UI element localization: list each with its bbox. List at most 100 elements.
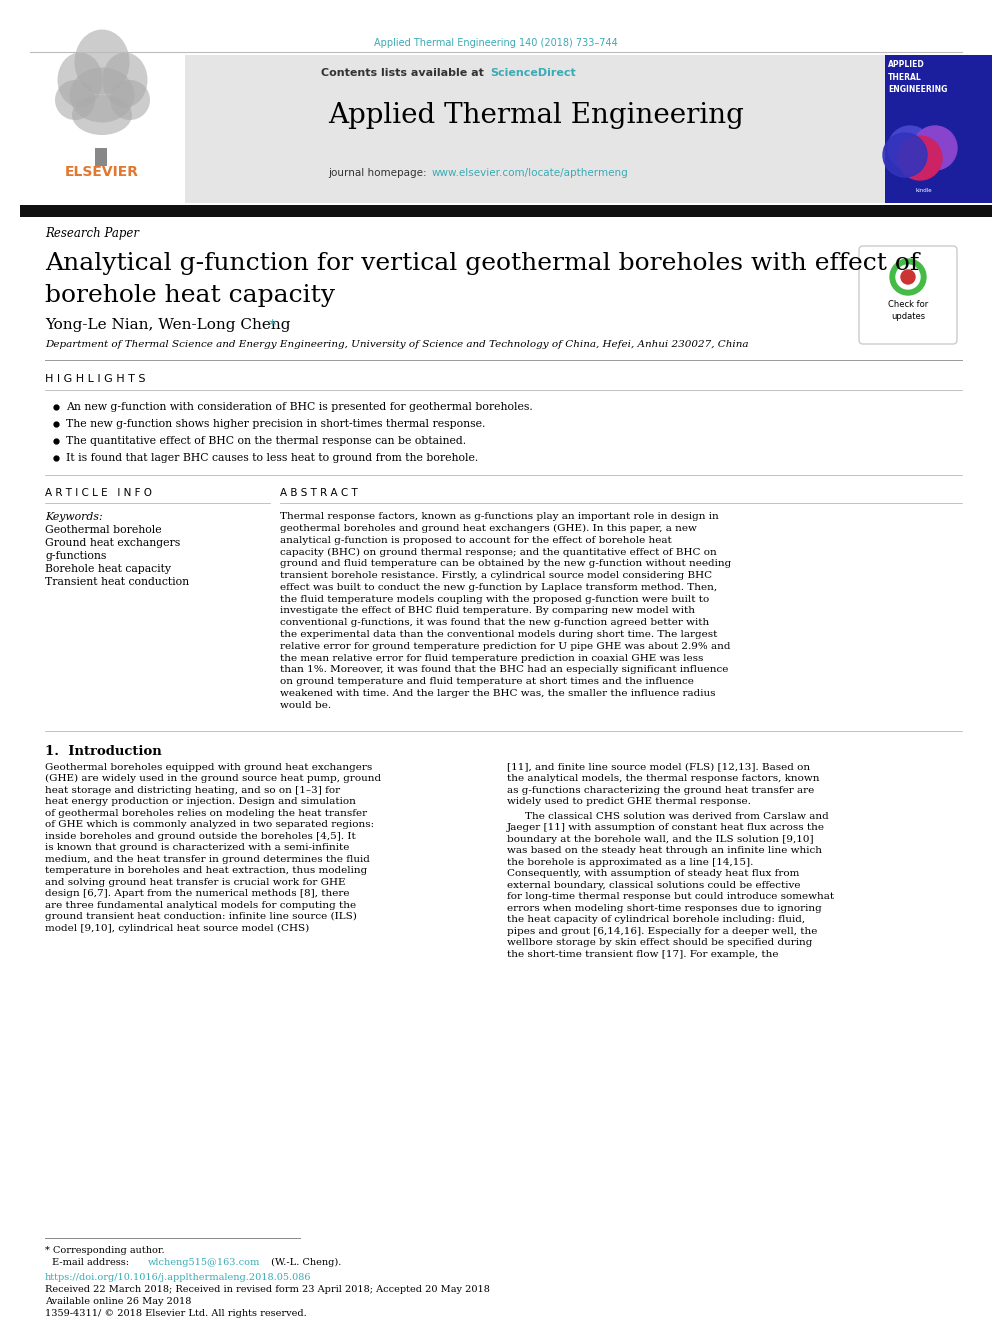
Text: the analytical models, the thermal response factors, known: the analytical models, the thermal respo…	[507, 774, 819, 783]
Circle shape	[901, 270, 915, 284]
Text: Available online 26 May 2018: Available online 26 May 2018	[45, 1297, 191, 1306]
Text: Consequently, with assumption of steady heat flux from: Consequently, with assumption of steady …	[507, 869, 800, 878]
Text: wellbore storage by skin effect should be specified during: wellbore storage by skin effect should b…	[507, 938, 812, 947]
Circle shape	[913, 126, 957, 169]
Text: Ground heat exchangers: Ground heat exchangers	[45, 538, 181, 548]
Text: ScienceDirect: ScienceDirect	[490, 67, 575, 78]
Ellipse shape	[55, 79, 95, 120]
Text: investigate the effect of BHC fluid temperature. By comparing new model with: investigate the effect of BHC fluid temp…	[280, 606, 695, 615]
Bar	[885, 56, 992, 202]
Text: pipes and grout [6,14,16]. Especially for a deeper well, the: pipes and grout [6,14,16]. Especially fo…	[507, 926, 817, 935]
Text: www.elsevier.com/locate/apthermeng: www.elsevier.com/locate/apthermeng	[432, 168, 629, 179]
Text: borehole heat capacity: borehole heat capacity	[45, 284, 335, 307]
Text: Applied Thermal Engineering: Applied Thermal Engineering	[328, 102, 744, 130]
Text: g-functions: g-functions	[45, 550, 106, 561]
Text: widely used to predict GHE thermal response.: widely used to predict GHE thermal respo…	[507, 796, 751, 806]
Text: It is found that lager BHC causes to less heat to ground from the borehole.: It is found that lager BHC causes to les…	[66, 452, 478, 463]
Text: relative error for ground temperature prediction for U pipe GHE was about 2.9% a: relative error for ground temperature pr…	[280, 642, 730, 651]
Text: ground and fluid temperature can be obtained by the new g-function without needi: ground and fluid temperature can be obta…	[280, 560, 731, 568]
Ellipse shape	[72, 95, 132, 135]
FancyBboxPatch shape	[859, 246, 957, 344]
Text: [11], and finite line source model (FLS) [12,13]. Based on: [11], and finite line source model (FLS)…	[507, 762, 810, 771]
Text: E-mail address:: E-mail address:	[52, 1258, 132, 1267]
Text: (W.-L. Cheng).: (W.-L. Cheng).	[268, 1258, 341, 1267]
Text: for long-time thermal response but could introduce somewhat: for long-time thermal response but could…	[507, 892, 834, 901]
Text: weakened with time. And the larger the BHC was, the smaller the influence radius: weakened with time. And the larger the B…	[280, 689, 715, 699]
Text: ground transient heat conduction: infinite line source (ILS): ground transient heat conduction: infini…	[45, 912, 357, 921]
Text: of GHE which is commonly analyzed in two separated regions:: of GHE which is commonly analyzed in two…	[45, 820, 374, 830]
Bar	[885, 56, 992, 202]
Text: journal homepage:: journal homepage:	[328, 168, 430, 179]
Text: is known that ground is characterized with a semi-infinite: is known that ground is characterized wi…	[45, 843, 349, 852]
Text: the mean relative error for fluid temperature prediction in coaxial GHE was less: the mean relative error for fluid temper…	[280, 654, 703, 663]
Ellipse shape	[69, 67, 135, 123]
Text: (GHE) are widely used in the ground source heat pump, ground: (GHE) are widely used in the ground sour…	[45, 774, 381, 783]
Bar	[185, 56, 885, 202]
Text: of geothermal boreholes relies on modeling the heat transfer: of geothermal boreholes relies on modeli…	[45, 808, 367, 818]
Circle shape	[888, 126, 932, 169]
Text: the experimental data than the conventional models during short time. The larges: the experimental data than the conventio…	[280, 630, 717, 639]
Text: transient borehole resistance. Firstly, a cylindrical source model considering B: transient borehole resistance. Firstly, …	[280, 572, 712, 579]
Ellipse shape	[58, 53, 102, 107]
Text: ELSEVIER: ELSEVIER	[65, 165, 139, 179]
Text: medium, and the heat transfer in ground determines the fluid: medium, and the heat transfer in ground …	[45, 855, 370, 864]
Text: design [6,7]. Apart from the numerical methods [8], there: design [6,7]. Apart from the numerical m…	[45, 889, 349, 898]
Text: Applied Thermal Engineering 140 (2018) 733–744: Applied Thermal Engineering 140 (2018) 7…	[374, 38, 618, 48]
Circle shape	[883, 134, 927, 177]
Ellipse shape	[110, 79, 150, 120]
Text: wlcheng515@163.com: wlcheng515@163.com	[148, 1258, 260, 1267]
Bar	[20, 205, 992, 217]
Text: Thermal response factors, known as g-functions play an important role in design : Thermal response factors, known as g-fun…	[280, 512, 719, 521]
Text: temperature in boreholes and heat extraction, thus modeling: temperature in boreholes and heat extrac…	[45, 867, 367, 875]
Text: the short-time transient flow [17]. For example, the: the short-time transient flow [17]. For …	[507, 950, 779, 959]
Text: Check for
updates: Check for updates	[888, 300, 929, 320]
Text: Yong-Le Nian, Wen-Long Cheng: Yong-Le Nian, Wen-Long Cheng	[45, 318, 291, 332]
Text: capacity (BHC) on ground thermal response; and the quantitative effect of BHC on: capacity (BHC) on ground thermal respons…	[280, 548, 717, 557]
Text: The classical CHS solution was derived from Carslaw and: The classical CHS solution was derived f…	[525, 811, 828, 820]
Text: analytical g-function is proposed to account for the effect of borehole heat: analytical g-function is proposed to acc…	[280, 536, 672, 545]
Text: https://doi.org/10.1016/j.applthermaleng.2018.05.086: https://doi.org/10.1016/j.applthermaleng…	[45, 1273, 311, 1282]
Text: Keywords:: Keywords:	[45, 512, 102, 523]
Text: APPLIED
THERAL
ENGINEERING: APPLIED THERAL ENGINEERING	[888, 60, 947, 94]
Text: would be.: would be.	[280, 701, 331, 710]
Circle shape	[896, 265, 920, 288]
Bar	[32, 60, 172, 169]
Text: the borehole is approximated as a line [14,15].: the borehole is approximated as a line […	[507, 857, 753, 867]
Text: kindle: kindle	[916, 188, 932, 193]
Text: 1359-4311/ © 2018 Elsevier Ltd. All rights reserved.: 1359-4311/ © 2018 Elsevier Ltd. All righ…	[45, 1308, 307, 1318]
Text: was based on the steady heat through an infinite line which: was based on the steady heat through an …	[507, 847, 822, 855]
Text: heat energy production or injection. Design and simulation: heat energy production or injection. Des…	[45, 796, 356, 806]
Text: Research Paper: Research Paper	[45, 228, 139, 239]
Text: geothermal boreholes and ground heat exchangers (GHE). In this paper, a new: geothermal boreholes and ground heat exc…	[280, 524, 696, 533]
Ellipse shape	[74, 29, 130, 94]
Text: model [9,10], cylindrical heat source model (CHS): model [9,10], cylindrical heat source mo…	[45, 923, 310, 933]
Text: H I G H L I G H T S: H I G H L I G H T S	[45, 374, 146, 384]
Text: Transient heat conduction: Transient heat conduction	[45, 577, 189, 587]
Text: A B S T R A C T: A B S T R A C T	[280, 488, 358, 497]
Text: Borehole heat capacity: Borehole heat capacity	[45, 564, 171, 574]
Circle shape	[898, 136, 942, 180]
Text: effect was built to conduct the new g-function by Laplace transform method. Then: effect was built to conduct the new g-fu…	[280, 583, 717, 591]
Text: conventional g-functions, it was found that the new g-function agreed better wit: conventional g-functions, it was found t…	[280, 618, 709, 627]
Text: as g-functions characterizing the ground heat transfer are: as g-functions characterizing the ground…	[507, 786, 814, 795]
Text: heat storage and districting heating, and so on [1–3] for: heat storage and districting heating, an…	[45, 786, 340, 795]
Text: than 1%. Moreover, it was found that the BHC had an especially significant influ: than 1%. Moreover, it was found that the…	[280, 665, 728, 675]
Text: ∗: ∗	[268, 318, 278, 328]
Text: The quantitative effect of BHC on the thermal response can be obtained.: The quantitative effect of BHC on the th…	[66, 437, 466, 446]
Text: Department of Thermal Science and Energy Engineering, University of Science and : Department of Thermal Science and Energy…	[45, 340, 749, 349]
Text: * Corresponding author.: * Corresponding author.	[45, 1246, 165, 1256]
Text: the fluid temperature models coupling with the proposed g-function were built to: the fluid temperature models coupling wi…	[280, 594, 709, 603]
Text: 1.  Introduction: 1. Introduction	[45, 745, 162, 758]
Text: Jaeger [11] with assumption of constant heat flux across the: Jaeger [11] with assumption of constant …	[507, 823, 825, 832]
Text: Analytical g-function for vertical geothermal boreholes with effect of: Analytical g-function for vertical geoth…	[45, 251, 920, 275]
Text: Geothermal borehole: Geothermal borehole	[45, 525, 162, 534]
Ellipse shape	[102, 53, 148, 107]
Bar	[95, 148, 107, 165]
Text: boundary at the borehole wall, and the ILS solution [9,10]: boundary at the borehole wall, and the I…	[507, 835, 813, 844]
Text: The new g-function shows higher precision in short-times thermal response.: The new g-function shows higher precisio…	[66, 419, 485, 429]
Text: Received 22 March 2018; Received in revised form 23 April 2018; Accepted 20 May : Received 22 March 2018; Received in revi…	[45, 1285, 490, 1294]
Text: Geothermal boreholes equipped with ground heat exchangers: Geothermal boreholes equipped with groun…	[45, 762, 372, 771]
Text: and solving ground heat transfer is crucial work for GHE: and solving ground heat transfer is cruc…	[45, 877, 345, 886]
Text: external boundary, classical solutions could be effective: external boundary, classical solutions c…	[507, 881, 801, 889]
Text: errors when modeling short-time responses due to ignoring: errors when modeling short-time response…	[507, 904, 821, 913]
